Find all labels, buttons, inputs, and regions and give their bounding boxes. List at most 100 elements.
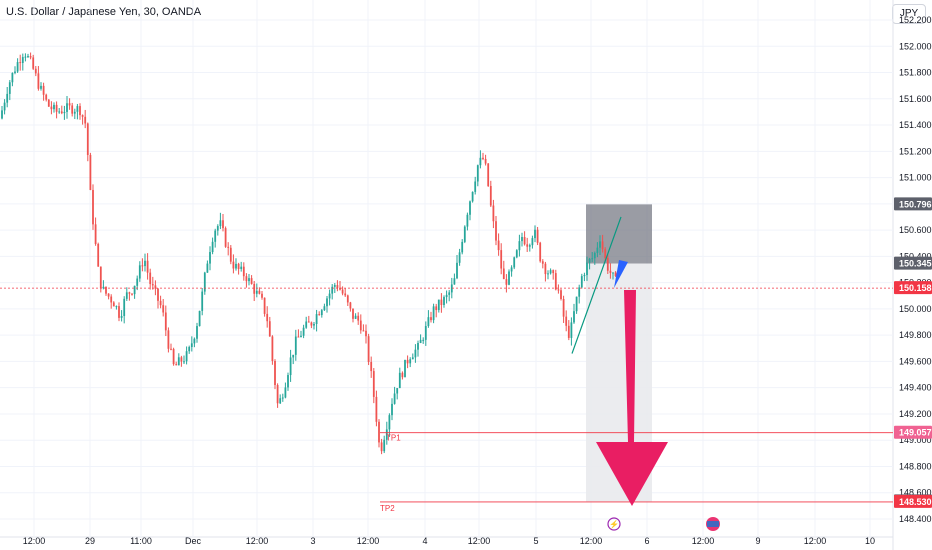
candle-body: [606, 257, 609, 271]
candle-body: [336, 285, 339, 288]
candle-body: [42, 85, 45, 95]
candle-body: [526, 244, 529, 247]
candle-body: [29, 56, 32, 58]
candle-body: [521, 237, 523, 242]
candle-body: [76, 106, 79, 112]
candle-body: [94, 224, 97, 244]
candle-body: [240, 266, 243, 269]
x-tick-label: 12:00: [246, 536, 269, 546]
candle-body: [536, 229, 539, 243]
candle-body: [297, 336, 300, 338]
candle-body: [203, 272, 206, 292]
candle-body: [255, 290, 258, 294]
candle-body: [445, 294, 448, 298]
y-tick-label: 151.800: [899, 68, 932, 78]
candle-body: [66, 103, 68, 112]
candle-body: [21, 57, 24, 64]
candle-body: [133, 285, 136, 295]
candle-body: [216, 226, 219, 231]
candle-body: [562, 298, 565, 317]
candle-body: [287, 375, 289, 388]
candle-body: [154, 285, 157, 289]
candle-body: [268, 321, 271, 337]
candle-body: [6, 93, 9, 103]
candle-body: [357, 315, 360, 321]
candle-body: [609, 270, 612, 273]
candle-body: [175, 364, 178, 366]
candle-body: [185, 351, 188, 362]
candle-body: [50, 106, 53, 110]
candle-body: [492, 205, 495, 222]
stop-zone: [586, 204, 652, 264]
candle-body: [326, 298, 328, 307]
candle-body: [125, 292, 128, 299]
candle-body: [341, 289, 344, 294]
candle-body: [27, 56, 29, 58]
candle-body: [235, 263, 237, 269]
candle-body: [398, 372, 401, 389]
candle-body: [414, 349, 417, 358]
candle-body: [118, 306, 120, 318]
candle-body: [573, 311, 575, 323]
candle-body: [305, 321, 308, 328]
candle-body: [476, 165, 479, 182]
candle-body: [549, 270, 552, 274]
y-tick-label: 149.800: [899, 330, 932, 340]
candle-body: [508, 271, 510, 285]
candle-body: [110, 296, 113, 303]
price-tag-label: 148.530: [899, 497, 932, 507]
price-tag-label: 150.345: [899, 259, 932, 269]
candle-body: [245, 276, 248, 282]
level-label: TP2: [380, 504, 395, 513]
candle-body: [266, 313, 269, 322]
candle-body: [578, 287, 581, 297]
candle-body: [320, 310, 323, 316]
candle-body: [513, 257, 516, 268]
candle-body: [201, 291, 204, 311]
candle-body: [401, 372, 404, 378]
candle-body: [500, 250, 503, 269]
candle-body: [528, 245, 531, 247]
x-tick-label: 3: [310, 536, 315, 546]
candle-body: [541, 261, 544, 264]
candle-body: [141, 265, 144, 267]
candle-body: [547, 273, 549, 275]
candle-body: [68, 103, 71, 106]
candle-body: [170, 348, 172, 350]
candle-body: [190, 343, 193, 348]
candle-body: [510, 267, 513, 272]
candle-body: [453, 278, 456, 285]
candle-body: [601, 241, 604, 250]
candle-body: [177, 357, 180, 366]
candle-body: [128, 292, 131, 294]
candle-body: [274, 360, 276, 386]
candle-body: [471, 191, 474, 202]
y-tick-label: 149.600: [899, 356, 932, 366]
candle-body: [523, 237, 526, 245]
candle-body: [97, 243, 100, 267]
candle-body: [554, 273, 557, 290]
x-tick-label: Dec: [185, 536, 202, 546]
candle-body: [45, 94, 48, 100]
candle-body: [146, 260, 149, 273]
candle-body: [58, 111, 61, 113]
y-tick-label: 149.000: [899, 435, 932, 445]
candle-body: [84, 116, 87, 124]
candle-body: [8, 82, 11, 94]
candle-body: [583, 275, 586, 277]
price-tag: [894, 494, 932, 508]
candle-body: [162, 305, 165, 313]
x-tick-label: 29: [85, 536, 95, 546]
candle-body: [365, 330, 367, 337]
candle-body: [323, 306, 326, 311]
candle-body: [138, 265, 141, 279]
candle-body: [11, 72, 14, 83]
x-tick-label: 4: [422, 536, 427, 546]
price-tag-label: 150.796: [899, 199, 932, 209]
x-tick-label: 9: [755, 536, 760, 546]
candle-body: [24, 56, 27, 58]
candle-body: [432, 306, 435, 321]
candle-body: [515, 250, 518, 258]
candle-body: [458, 252, 461, 263]
